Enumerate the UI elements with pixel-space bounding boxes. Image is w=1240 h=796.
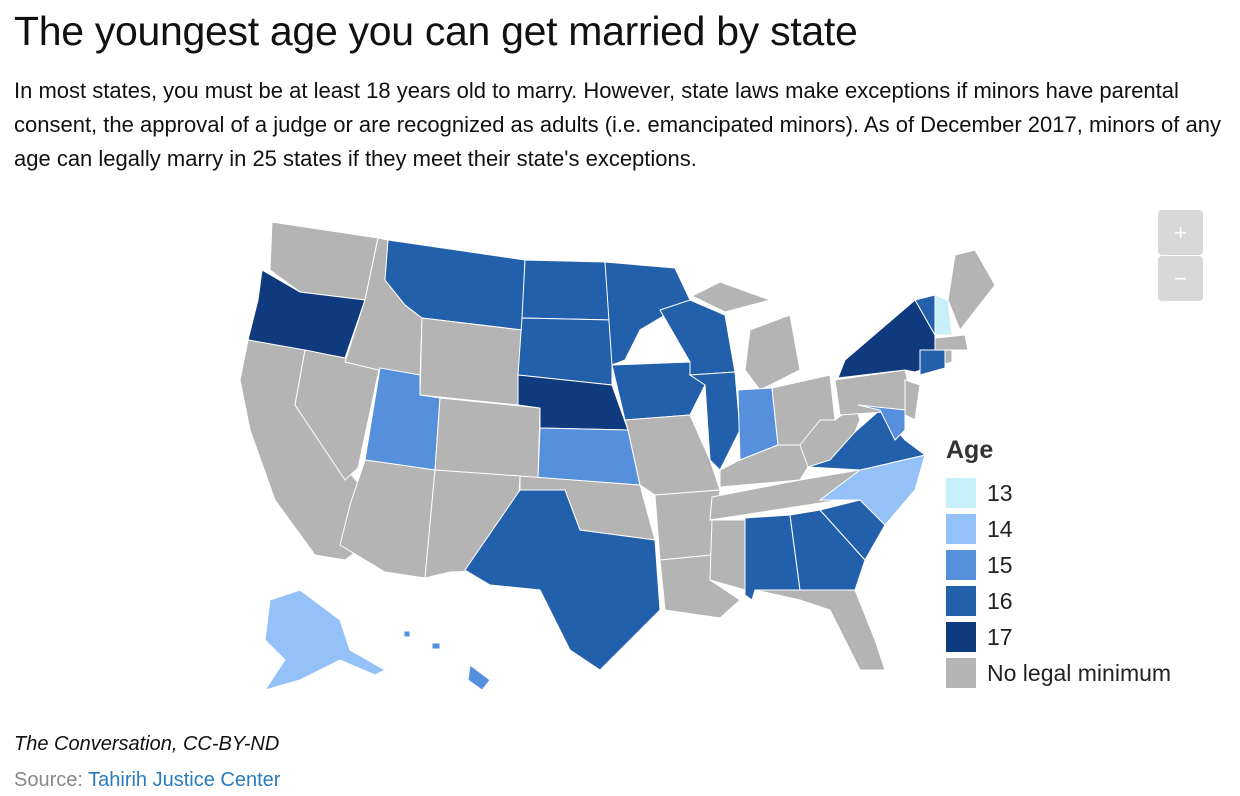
legend-swatch [946,478,976,508]
zoom-out[interactable]: − [1158,256,1203,301]
title: The youngest age you can get married by … [14,8,858,54]
state[interactable] [799,404,861,468]
state[interactable] [709,519,746,591]
legend-label: 16 [987,587,1013,614]
state[interactable] [857,404,906,441]
state[interactable] [517,317,613,386]
state[interactable] [419,317,523,406]
state[interactable] [403,630,411,638]
map [239,221,996,691]
state[interactable] [904,379,921,421]
state[interactable] [934,294,953,336]
state[interactable] [919,349,946,376]
legend-item: 13 [946,475,1171,511]
credit: The Conversation, CC-BY-ND [14,733,280,755]
legend-item: 17 [946,619,1171,655]
legend: Age 13 14 15 16 17 No legal minimum [946,436,1171,691]
legend-title: Age [946,436,994,464]
state[interactable] [944,349,953,365]
state[interactable] [467,664,491,691]
legend-label: No legal minimum [987,659,1172,686]
legend-swatch [946,622,976,652]
state[interactable] [263,589,387,691]
state[interactable] [744,314,801,391]
state[interactable] [431,642,441,650]
subtitle: In most states, you must be at least 18 … [14,78,1221,171]
legend-swatch [946,550,976,580]
state[interactable] [434,397,541,479]
state[interactable] [934,334,969,351]
legend-swatch [946,658,976,688]
state[interactable] [789,509,866,591]
legend-label: 15 [987,551,1013,578]
state[interactable] [537,427,641,486]
legend-item: No legal minimum [946,655,1171,691]
state[interactable] [624,414,721,496]
state[interactable] [754,589,886,671]
state[interactable] [690,281,772,313]
zoom-in[interactable]: + [1158,210,1203,255]
legend-label: 13 [987,479,1013,506]
state[interactable] [654,489,721,561]
state[interactable] [464,489,661,671]
state[interactable] [521,259,613,321]
legend-label: 17 [987,623,1013,650]
legend-swatch [946,514,976,544]
legend-item: 16 [946,583,1171,619]
state[interactable] [611,361,706,421]
state[interactable] [947,249,996,331]
source-link[interactable]: Tahirih Justice Center [88,769,281,791]
source: Source: Tahirih Justice Center [14,769,280,792]
legend-item: 15 [946,547,1171,583]
legend-swatch [946,586,976,616]
source-prefix: Source: [14,769,83,791]
legend-label: 14 [987,515,1013,542]
legend-item: 14 [946,511,1171,547]
